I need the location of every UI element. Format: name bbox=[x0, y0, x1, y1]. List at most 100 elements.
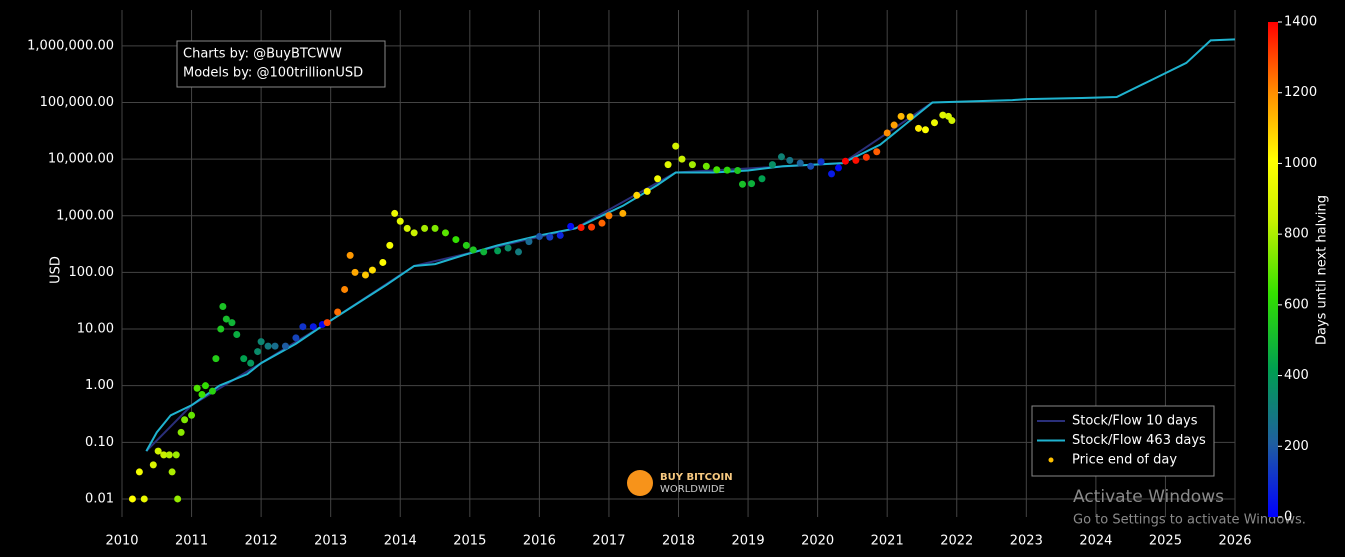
price-point bbox=[198, 390, 206, 398]
price-point bbox=[233, 331, 241, 339]
price-point bbox=[494, 247, 502, 255]
price-point bbox=[257, 338, 265, 346]
price-point bbox=[713, 166, 721, 174]
price-point bbox=[914, 124, 922, 132]
x-tick-label: 2011 bbox=[175, 534, 208, 549]
legend-label: Stock/Flow 463 days bbox=[1072, 433, 1206, 448]
price-point bbox=[948, 117, 956, 125]
price-point bbox=[672, 142, 680, 150]
price-point bbox=[396, 217, 404, 225]
price-point bbox=[421, 224, 429, 232]
price-point bbox=[228, 319, 236, 327]
x-tick-label: 2021 bbox=[871, 534, 904, 549]
x-tick-label: 2014 bbox=[384, 534, 417, 549]
price-point bbox=[299, 323, 307, 331]
colorbar-tick-label: 400 bbox=[1284, 368, 1309, 383]
price-point bbox=[140, 495, 148, 503]
y-tick-label: 10,000.00 bbox=[48, 152, 114, 167]
price-point bbox=[605, 212, 613, 220]
price-point bbox=[828, 170, 836, 178]
price-point bbox=[633, 191, 641, 199]
price-point bbox=[351, 268, 359, 276]
price-point bbox=[281, 342, 289, 350]
price-point bbox=[567, 222, 575, 230]
y-tick-label: 10.00 bbox=[77, 322, 114, 337]
price-point bbox=[525, 238, 533, 246]
price-point bbox=[834, 164, 842, 172]
price-point bbox=[817, 158, 825, 166]
x-tick-label: 2018 bbox=[662, 534, 695, 549]
price-point bbox=[219, 303, 227, 311]
price-point bbox=[128, 495, 136, 503]
y-tick-label: 0.01 bbox=[85, 491, 114, 506]
price-point bbox=[410, 229, 418, 237]
watermark: Activate Windows bbox=[1073, 487, 1224, 507]
price-point bbox=[188, 411, 196, 419]
price-point bbox=[504, 244, 512, 252]
price-point bbox=[247, 359, 255, 367]
x-tick-label: 2017 bbox=[592, 534, 625, 549]
x-tick-label: 2023 bbox=[1010, 534, 1043, 549]
price-point bbox=[341, 285, 349, 293]
price-point bbox=[452, 236, 460, 244]
price-point bbox=[654, 175, 662, 183]
price-point bbox=[208, 387, 216, 395]
x-tick-label: 2012 bbox=[245, 534, 278, 549]
annotation: Models by: @100trillionUSD bbox=[183, 66, 363, 81]
x-tick-label: 2026 bbox=[1218, 534, 1251, 549]
price-point bbox=[588, 223, 596, 231]
price-point bbox=[240, 355, 248, 363]
price-point bbox=[172, 451, 180, 459]
y-tick-label: 1,000.00 bbox=[56, 208, 114, 223]
plot-area bbox=[121, 10, 1236, 517]
price-point bbox=[515, 248, 523, 256]
annotation-box bbox=[176, 40, 386, 88]
price-point bbox=[222, 315, 230, 323]
price-point bbox=[702, 162, 710, 170]
price-point bbox=[758, 175, 766, 183]
price-point bbox=[535, 233, 543, 241]
price-point bbox=[254, 348, 262, 356]
price-point bbox=[897, 112, 905, 120]
price-point bbox=[678, 155, 686, 163]
price-point bbox=[193, 384, 201, 392]
price-point bbox=[403, 224, 411, 232]
price-point bbox=[361, 271, 369, 279]
y-axis-title: USD bbox=[49, 256, 64, 284]
price-point bbox=[921, 126, 929, 134]
x-tick-label: 2015 bbox=[453, 534, 486, 549]
colorbar-tick-label: 0 bbox=[1284, 510, 1292, 525]
price-point bbox=[841, 157, 849, 165]
price-point bbox=[906, 113, 914, 121]
x-tick-label: 2016 bbox=[523, 534, 556, 549]
y-tick-label: 100,000.00 bbox=[40, 95, 114, 110]
price-point bbox=[738, 180, 746, 188]
legend-label: Price end of day bbox=[1072, 453, 1177, 468]
price-point bbox=[688, 161, 696, 169]
y-tick-label: 0.10 bbox=[85, 435, 114, 450]
colorbar bbox=[1268, 22, 1278, 517]
price-point bbox=[748, 180, 756, 188]
x-tick-label: 2010 bbox=[105, 534, 138, 549]
price-point bbox=[181, 416, 189, 424]
price-point bbox=[873, 148, 881, 156]
price-point bbox=[577, 224, 585, 232]
price-point bbox=[264, 342, 272, 350]
price-point bbox=[292, 334, 300, 342]
price-point bbox=[786, 156, 794, 164]
price-point bbox=[379, 258, 387, 266]
price-point bbox=[309, 323, 317, 331]
price-point bbox=[154, 447, 162, 455]
logo-text: BUY BITCOIN bbox=[660, 472, 733, 483]
x-tick-label: 2019 bbox=[732, 534, 765, 549]
price-point bbox=[386, 241, 394, 249]
watermark: Go to Settings to activate Windows. bbox=[1073, 513, 1306, 528]
price-point bbox=[556, 231, 564, 239]
price-point bbox=[135, 468, 143, 476]
price-point bbox=[391, 209, 399, 217]
price-point bbox=[346, 251, 354, 259]
colorbar-tick-label: 1400 bbox=[1284, 15, 1317, 30]
price-point bbox=[643, 187, 651, 195]
colorbar-tick-label: 600 bbox=[1284, 297, 1309, 312]
price-point bbox=[431, 224, 439, 232]
